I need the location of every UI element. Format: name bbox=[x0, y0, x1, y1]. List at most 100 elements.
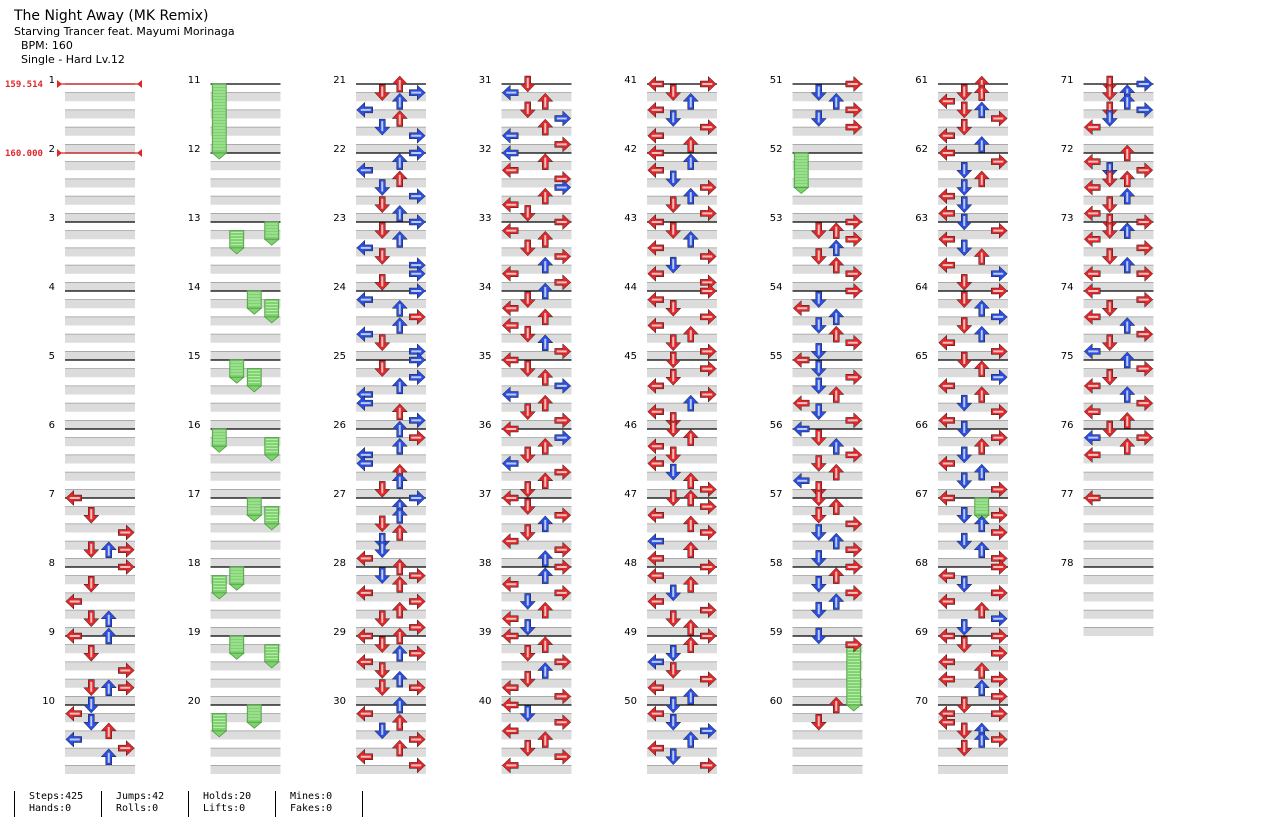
beat-band bbox=[792, 592, 863, 602]
beat-band bbox=[356, 316, 426, 326]
right-arrow-icon bbox=[991, 705, 1008, 722]
measure-number: 44 bbox=[624, 282, 637, 293]
right-arrow-icon bbox=[554, 748, 572, 765]
left-arrow-icon bbox=[65, 705, 82, 722]
down-arrow-icon bbox=[83, 696, 100, 714]
measure-number: 54 bbox=[770, 282, 783, 293]
left-arrow-icon bbox=[501, 386, 519, 403]
up-arrow-icon bbox=[537, 187, 554, 205]
beat-band bbox=[501, 713, 572, 723]
right-arrow-icon bbox=[991, 627, 1008, 645]
beat-band bbox=[792, 127, 863, 136]
up-arrow-icon bbox=[1119, 92, 1136, 110]
measure-47: 47 bbox=[624, 489, 717, 567]
left-arrow-icon bbox=[647, 438, 664, 455]
beat-band bbox=[938, 178, 1008, 188]
beat-band bbox=[356, 127, 426, 136]
right-arrow-icon bbox=[409, 84, 426, 101]
down-arrow-icon bbox=[519, 498, 536, 515]
beat-band bbox=[210, 403, 281, 412]
down-arrow-icon bbox=[665, 714, 682, 731]
down-arrow-icon bbox=[956, 196, 973, 214]
up-arrow-icon bbox=[682, 230, 699, 248]
beat-band bbox=[501, 472, 572, 481]
right-arrow-icon bbox=[554, 377, 572, 394]
down-arrow-icon bbox=[374, 84, 391, 101]
down-arrow-icon bbox=[1101, 84, 1118, 101]
beat-band bbox=[792, 679, 863, 688]
beat-band bbox=[65, 730, 135, 740]
up-arrow-icon bbox=[537, 601, 554, 619]
beat-band bbox=[647, 178, 717, 188]
measure-number: 11 bbox=[188, 75, 201, 86]
left-arrow-icon bbox=[938, 231, 955, 248]
right-arrow-icon bbox=[700, 722, 717, 739]
left-arrow-icon bbox=[938, 593, 955, 610]
down-arrow-icon bbox=[810, 627, 827, 645]
right-arrow-icon bbox=[554, 714, 572, 731]
beat-band bbox=[65, 592, 135, 602]
left-arrow-icon bbox=[647, 705, 664, 722]
beat-band bbox=[792, 247, 863, 257]
beat-band bbox=[938, 472, 1008, 481]
beat-band bbox=[1083, 627, 1154, 636]
measure-number: 59 bbox=[770, 627, 783, 638]
right-arrow-icon bbox=[554, 653, 572, 670]
beat-band bbox=[65, 247, 135, 257]
right-arrow-icon bbox=[700, 205, 717, 222]
beat-band bbox=[501, 144, 572, 153]
hold-note bbox=[263, 221, 280, 246]
right-arrow-icon bbox=[1136, 239, 1154, 256]
beat-band bbox=[938, 713, 1008, 723]
up-arrow-icon bbox=[391, 506, 408, 524]
up-arrow-icon bbox=[828, 532, 845, 550]
beat-band bbox=[210, 247, 281, 257]
down-arrow-icon bbox=[665, 196, 682, 214]
beat-band bbox=[65, 748, 135, 757]
left-arrow-icon bbox=[356, 550, 373, 567]
measure-number: 24 bbox=[333, 282, 346, 293]
beat-band bbox=[65, 161, 135, 171]
down-arrow-icon bbox=[519, 619, 536, 636]
beat-band bbox=[938, 144, 1008, 153]
beat-band bbox=[501, 385, 572, 395]
up-arrow-icon bbox=[391, 558, 408, 576]
beat-band bbox=[938, 127, 1008, 136]
beat-band bbox=[65, 558, 135, 567]
left-arrow-icon bbox=[647, 507, 664, 524]
down-arrow-icon bbox=[665, 610, 682, 628]
beat-band bbox=[356, 489, 426, 498]
down-arrow-icon bbox=[810, 576, 827, 593]
right-arrow-icon bbox=[1136, 162, 1154, 179]
beat-band bbox=[65, 679, 135, 688]
right-arrow-icon bbox=[1136, 360, 1154, 377]
up-arrow-icon bbox=[1119, 386, 1136, 403]
measure-number: 38 bbox=[479, 558, 492, 569]
beat-band bbox=[647, 610, 717, 619]
left-arrow-icon bbox=[647, 403, 664, 420]
beat-band bbox=[647, 385, 717, 395]
beat-band bbox=[65, 144, 135, 153]
measure-number: 21 bbox=[333, 75, 346, 86]
measure-number: 74 bbox=[1061, 282, 1074, 293]
right-arrow-icon bbox=[991, 524, 1008, 541]
measure-57: 57 bbox=[770, 489, 863, 567]
measure-44: 44 bbox=[624, 282, 717, 360]
up-arrow-icon bbox=[391, 403, 408, 420]
down-arrow-icon bbox=[1101, 170, 1118, 188]
beat-band bbox=[65, 265, 135, 274]
measure-number: 73 bbox=[1061, 213, 1074, 224]
beat-band bbox=[501, 765, 572, 774]
left-arrow-icon bbox=[647, 740, 664, 757]
down-arrow-icon bbox=[956, 446, 973, 464]
up-arrow-icon bbox=[537, 515, 554, 533]
up-arrow-icon bbox=[828, 567, 845, 584]
down-arrow-icon bbox=[374, 567, 391, 584]
beat-band bbox=[647, 523, 717, 533]
right-arrow-icon bbox=[700, 602, 717, 619]
right-arrow-icon bbox=[991, 688, 1008, 705]
beat-band bbox=[356, 610, 426, 619]
up-arrow-icon bbox=[537, 92, 554, 110]
up-arrow-icon bbox=[391, 317, 408, 334]
step-chart: 1234567891011121314151617181920212223242… bbox=[5, 75, 1154, 774]
